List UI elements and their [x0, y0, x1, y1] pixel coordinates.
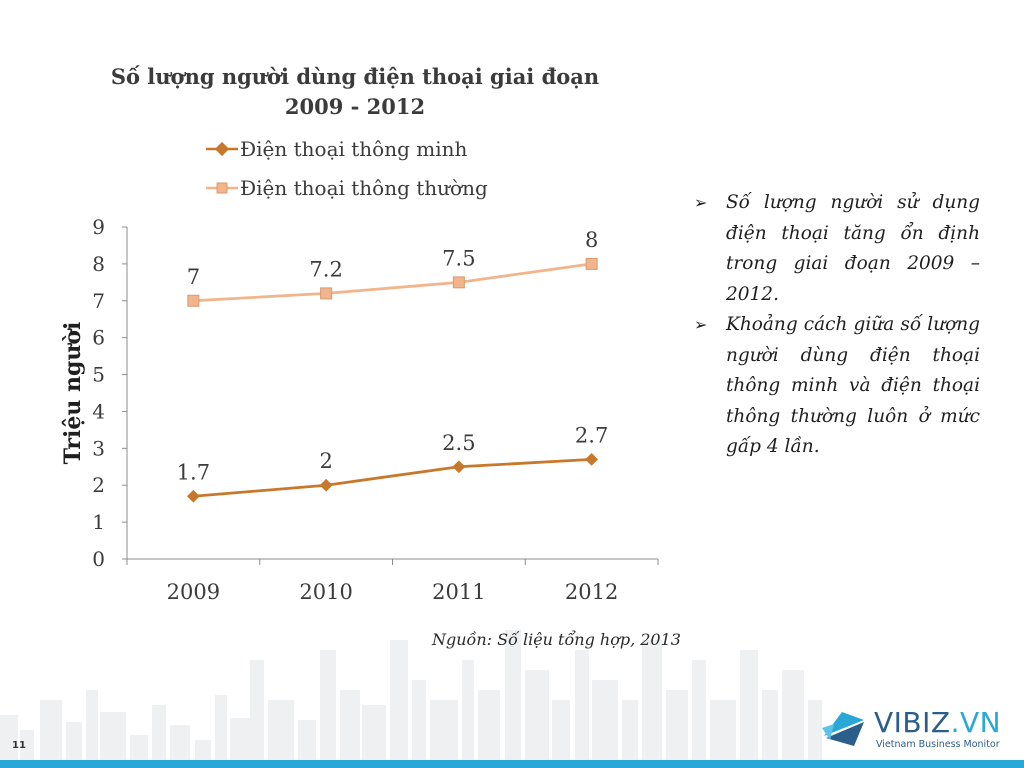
- arrow-bullet-icon: ➢: [694, 193, 708, 212]
- legend-entry-smartphone: Điện thoại thông minh: [204, 136, 467, 162]
- series-group: 7 7.2 7.5 8: [187, 228, 598, 307]
- building-silhouette: [390, 640, 408, 760]
- chart-title-line-1: Số lượng người dùng điện thoại giai đoạn: [110, 64, 600, 89]
- data-label: 2: [319, 449, 332, 473]
- building-silhouette: [170, 725, 190, 760]
- data-point-square: [452, 276, 465, 289]
- building-silhouette: [478, 690, 500, 760]
- bullet-text: Khoảng cách giữa số lượng người dùng điệ…: [726, 314, 980, 457]
- building-silhouette: [692, 660, 706, 760]
- series-group: 1.7 2 2.5 2.7: [177, 423, 608, 503]
- building-silhouette: [430, 700, 458, 760]
- legend-entry-feature-phone: Điện thoại thông thường: [204, 175, 488, 201]
- y-tick-label: 7: [92, 289, 105, 313]
- y-tick-label: 6: [92, 326, 105, 350]
- data-point-square: [320, 287, 333, 300]
- legend-label-feature-phone: Điện thoại thông thường: [240, 176, 488, 200]
- data-point-diamond: [187, 489, 200, 503]
- chart-title-line-2: 2009 - 2012: [284, 94, 426, 119]
- building-silhouette: [808, 700, 822, 760]
- x-tick-label: 2011: [432, 580, 485, 604]
- building-silhouette: [525, 670, 549, 760]
- building-silhouette: [710, 700, 736, 760]
- building-silhouette: [40, 700, 62, 760]
- y-tick-label: 8: [92, 252, 105, 276]
- building-silhouette: [412, 680, 426, 760]
- data-label: 1.7: [177, 460, 210, 484]
- data-point-diamond: [585, 453, 598, 466]
- y-tick-label: 9: [92, 215, 105, 239]
- data-label: 2.5: [442, 431, 475, 455]
- series-line: [193, 458, 592, 498]
- arrow-bullet-icon: ➢: [694, 315, 708, 334]
- legend-label-smartphone: Điện thoại thông minh: [240, 137, 468, 161]
- x-tick-label: 2009: [167, 580, 220, 604]
- bullet-item: ➢ Số lượng người sử dụng điện thoại tăng …: [694, 188, 980, 310]
- building-silhouette: [462, 660, 474, 760]
- y-tick-label: 5: [92, 363, 105, 387]
- building-silhouette: [552, 700, 570, 760]
- building-silhouette: [340, 690, 360, 760]
- x-tick-label: 2012: [565, 580, 618, 604]
- building-silhouette: [320, 650, 336, 760]
- y-tick-label: 3: [92, 436, 105, 460]
- slide-number: 11: [12, 740, 26, 751]
- building-silhouette: [575, 650, 589, 760]
- data-label: 2.7: [575, 423, 608, 447]
- data-label: 8: [585, 228, 598, 252]
- building-silhouette: [215, 695, 227, 760]
- building-silhouette: [740, 650, 758, 760]
- vibiz-logo[interactable]: VIBIZ.VN Vietnam Business Monitor: [820, 706, 1016, 756]
- building-silhouette: [250, 660, 264, 760]
- y-tick-label: 4: [92, 399, 105, 423]
- bullet-text: Số lượng người sử dụng điện thoại tăng ổ…: [726, 192, 980, 305]
- building-silhouette: [100, 712, 126, 760]
- legend-square-marker-icon: [206, 182, 238, 194]
- building-silhouette: [130, 735, 148, 760]
- source-note: Nguồn: Số liệu tổng hợp, 2013: [432, 630, 681, 649]
- building-silhouette: [592, 680, 618, 760]
- logo-subtitle: Vietnam Business Monitor: [876, 739, 1000, 750]
- series-line: [193, 262, 592, 303]
- building-silhouette: [642, 640, 662, 760]
- data-point-diamond: [452, 460, 466, 474]
- bullet-item: ➢ Khoảng cách giữa số lượng người dùng đi…: [694, 310, 980, 463]
- building-silhouette: [66, 722, 82, 760]
- data-point-square: [585, 257, 598, 270]
- logo-wordmark: VIBIZ.VN: [874, 706, 1001, 739]
- building-silhouette: [505, 630, 521, 760]
- bullet-list: ➢ Số lượng người sử dụng điện thoại tăng …: [694, 188, 980, 463]
- building-silhouette: [86, 690, 98, 760]
- y-tick-label: 1: [92, 510, 105, 534]
- logo-text-main: VIBIZ: [874, 706, 951, 739]
- vibiz-logo-icon: [822, 712, 864, 746]
- building-silhouette: [230, 718, 252, 760]
- building-silhouette: [298, 720, 316, 760]
- bottom-accent-bar: [0, 760, 1024, 768]
- building-silhouette: [762, 690, 778, 760]
- building-silhouette: [195, 740, 211, 760]
- data-label: 7.2: [309, 257, 342, 281]
- building-silhouette: [782, 670, 804, 760]
- building-silhouette: [622, 700, 638, 760]
- x-tick-label: 2010: [299, 580, 352, 604]
- y-axis-title: Triệu người: [60, 322, 86, 465]
- data-point-square: [187, 294, 200, 307]
- building-silhouette: [362, 705, 386, 760]
- legend-diamond-marker-icon: [206, 141, 238, 157]
- data-label: 7: [187, 265, 200, 289]
- building-silhouette: [0, 715, 18, 760]
- data-label: 7.5: [442, 246, 475, 270]
- y-tick-label: 0: [92, 547, 105, 571]
- data-point-diamond: [319, 478, 333, 492]
- building-silhouette: [268, 700, 294, 760]
- logo-text-suffix: .VN: [950, 706, 1002, 739]
- building-silhouette: [666, 690, 688, 760]
- building-silhouette: [20, 730, 34, 760]
- y-tick-label: 2: [92, 473, 105, 497]
- building-silhouette: [152, 705, 166, 760]
